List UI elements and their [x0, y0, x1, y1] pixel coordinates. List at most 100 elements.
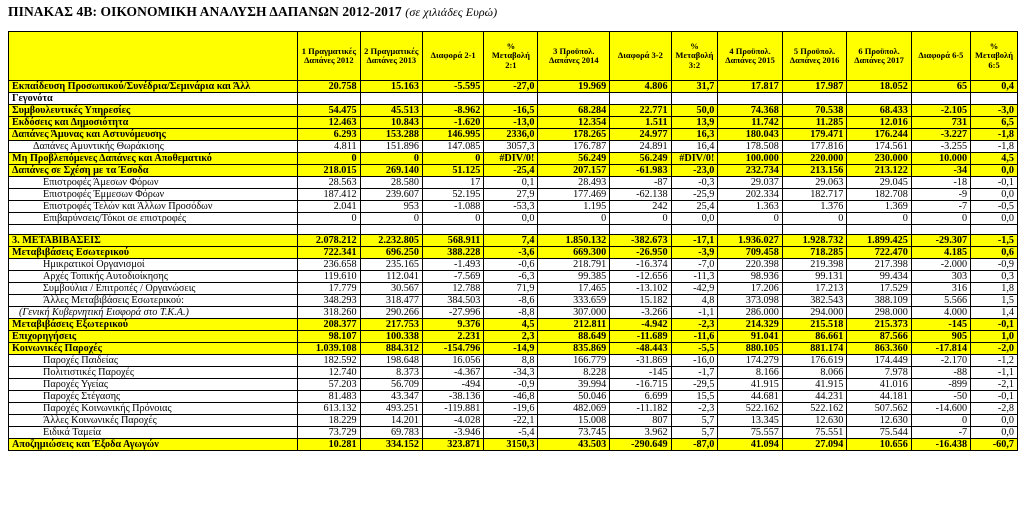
value-cell: 57.203	[297, 378, 361, 391]
value-cell: -13.102	[609, 282, 672, 295]
value-cell: 318.260	[297, 306, 361, 319]
value-cell: 10.000	[910, 152, 972, 165]
value-cell: -1,8	[970, 128, 1018, 141]
value-cell: 298.000	[846, 306, 912, 319]
value-cell: -87	[609, 176, 672, 189]
value-cell: 0,6	[970, 246, 1018, 259]
value-cell: 722.341	[297, 246, 361, 259]
value-cell: 333.659	[537, 294, 611, 307]
value-cell: -26.950	[609, 246, 672, 259]
value-cell	[483, 224, 539, 235]
value-cell: 6.699	[609, 390, 672, 403]
value-cell: -154.796	[421, 342, 485, 355]
value-cell: 174.449	[846, 354, 912, 367]
row-label: Εκπαίδευση Προσωπικού/Συνέδρια/Σεμινάρια…	[7, 80, 299, 93]
value-cell: 1.511	[609, 116, 672, 129]
value-cell	[970, 92, 1018, 105]
value-cell: 178.508	[717, 140, 783, 153]
value-cell: 718.285	[781, 246, 848, 259]
value-cell: 44.231	[781, 390, 848, 403]
column-header: Διαφορά 2-1	[421, 31, 485, 81]
value-cell: -0,1	[970, 176, 1018, 189]
column-header: Διαφορά 3-2	[609, 31, 672, 81]
value-cell: 0,0	[970, 188, 1018, 201]
value-cell: 17.206	[717, 282, 783, 295]
value-cell: 0,0	[670, 212, 719, 225]
value-cell: 2,3	[483, 330, 539, 343]
value-cell: 17.213	[781, 282, 848, 295]
table-row: Παροχές Στέγασης 81.483 43.347 -38.136 -46,8…	[7, 390, 1018, 403]
value-cell: 182.592	[297, 354, 361, 367]
row-label: Επιστροφές Έμμεσων Φόρων	[7, 188, 299, 201]
header-row: 1 Πραγματικές Δαπάνες 2012 2 Πραγματικές …	[7, 31, 1018, 81]
value-cell: 207.157	[537, 164, 611, 177]
value-cell: 146.995	[421, 128, 485, 141]
value-cell: 8.373	[359, 366, 423, 379]
row-label: Παροχές Κοινωνικής Πρόνοιας	[7, 402, 299, 415]
value-cell: 15,5	[670, 390, 719, 403]
value-cell: 220.000	[781, 152, 848, 165]
value-cell: -0,9	[970, 258, 1018, 271]
value-cell: 269.140	[359, 164, 423, 177]
value-cell: 8.066	[781, 366, 848, 379]
row-label: Μεταβιβάσεις Εσωτερικού	[7, 246, 299, 259]
value-cell: 98.107	[297, 330, 361, 343]
value-cell: 7.978	[846, 366, 912, 379]
value-cell	[717, 92, 783, 105]
table-row: Επιστροφές Τελών και Άλλων Προσόδων 2.041…	[7, 200, 1018, 213]
value-cell: 39.994	[537, 378, 611, 391]
value-cell: 12.463	[297, 116, 361, 129]
value-cell: -42,9	[670, 282, 719, 295]
value-cell: -8,6	[483, 294, 539, 307]
value-cell: -3,9	[670, 246, 719, 259]
value-cell: 6,5	[970, 116, 1018, 129]
value-cell: 17.987	[781, 80, 848, 93]
column-header: % Μεταβολή 3:2	[670, 31, 719, 81]
column-header: 3 Προϋπολ. Δαπάνες 2014	[537, 31, 611, 81]
value-cell: 68.284	[537, 104, 611, 117]
value-cell: 29.045	[846, 176, 912, 189]
value-cell: -0,1	[970, 318, 1018, 331]
value-cell: 50.046	[537, 390, 611, 403]
value-cell: 1.039.108	[297, 342, 361, 355]
value-cell: 880.105	[717, 342, 783, 355]
value-cell: -60,7	[970, 438, 1018, 451]
value-cell: 100.338	[359, 330, 423, 343]
value-cell: 20.758	[297, 80, 361, 93]
value-cell	[537, 92, 611, 105]
value-cell: -11.689	[609, 330, 672, 343]
value-cell: -7	[910, 200, 972, 213]
value-cell: 0	[910, 212, 972, 225]
row-label: 3. ΜΕΤΑΒΙΒΑΣΕΙΣ	[7, 234, 299, 247]
value-cell: 56.709	[359, 378, 423, 391]
value-cell: 318.477	[359, 294, 423, 307]
value-cell: 18.052	[846, 80, 912, 93]
value-cell: -1,2	[970, 354, 1018, 367]
value-cell: 669.300	[537, 246, 611, 259]
value-cell: 696.250	[359, 246, 423, 259]
value-cell: 334.152	[359, 438, 423, 451]
value-cell: 881.174	[781, 342, 848, 355]
value-cell: 41.915	[717, 378, 783, 391]
value-cell: 174.561	[846, 140, 912, 153]
row-label: Γεγονότα	[7, 92, 299, 105]
table-title-unit: (σε χιλιάδες Ευρώ)	[405, 5, 498, 19]
table-row: Εκδόσεις και Δημοσιότητα 12.463 10.843 -1.6…	[7, 116, 1018, 129]
value-cell: -19,6	[483, 402, 539, 415]
value-cell: 182.708	[846, 188, 912, 201]
value-cell: 1,4	[970, 306, 1018, 319]
row-label: Συμβούλια / Επιτροπές / Οργανώσεις	[7, 282, 299, 295]
table-row: Άλλες Μεταβιβάσεις Εσωτερικού: 348.293 318…	[7, 294, 1018, 307]
value-cell: 482.069	[537, 402, 611, 415]
value-cell: 13,9	[670, 116, 719, 129]
value-cell: 0	[359, 212, 423, 225]
row-label: Επιβαρύνσεις/Τόκοι σε επιστροφές	[7, 212, 299, 225]
value-cell: -87,0	[670, 438, 719, 451]
value-cell	[670, 92, 719, 105]
value-cell: 16.056	[421, 354, 485, 367]
value-cell: 25,4	[670, 200, 719, 213]
value-cell: 2336,0	[483, 128, 539, 141]
value-cell: 17.529	[846, 282, 912, 295]
table-row: Επιστροφές Άμεσων Φόρων 28.563 28.580 17 0,1…	[7, 176, 1018, 189]
value-cell: -14,9	[483, 342, 539, 355]
